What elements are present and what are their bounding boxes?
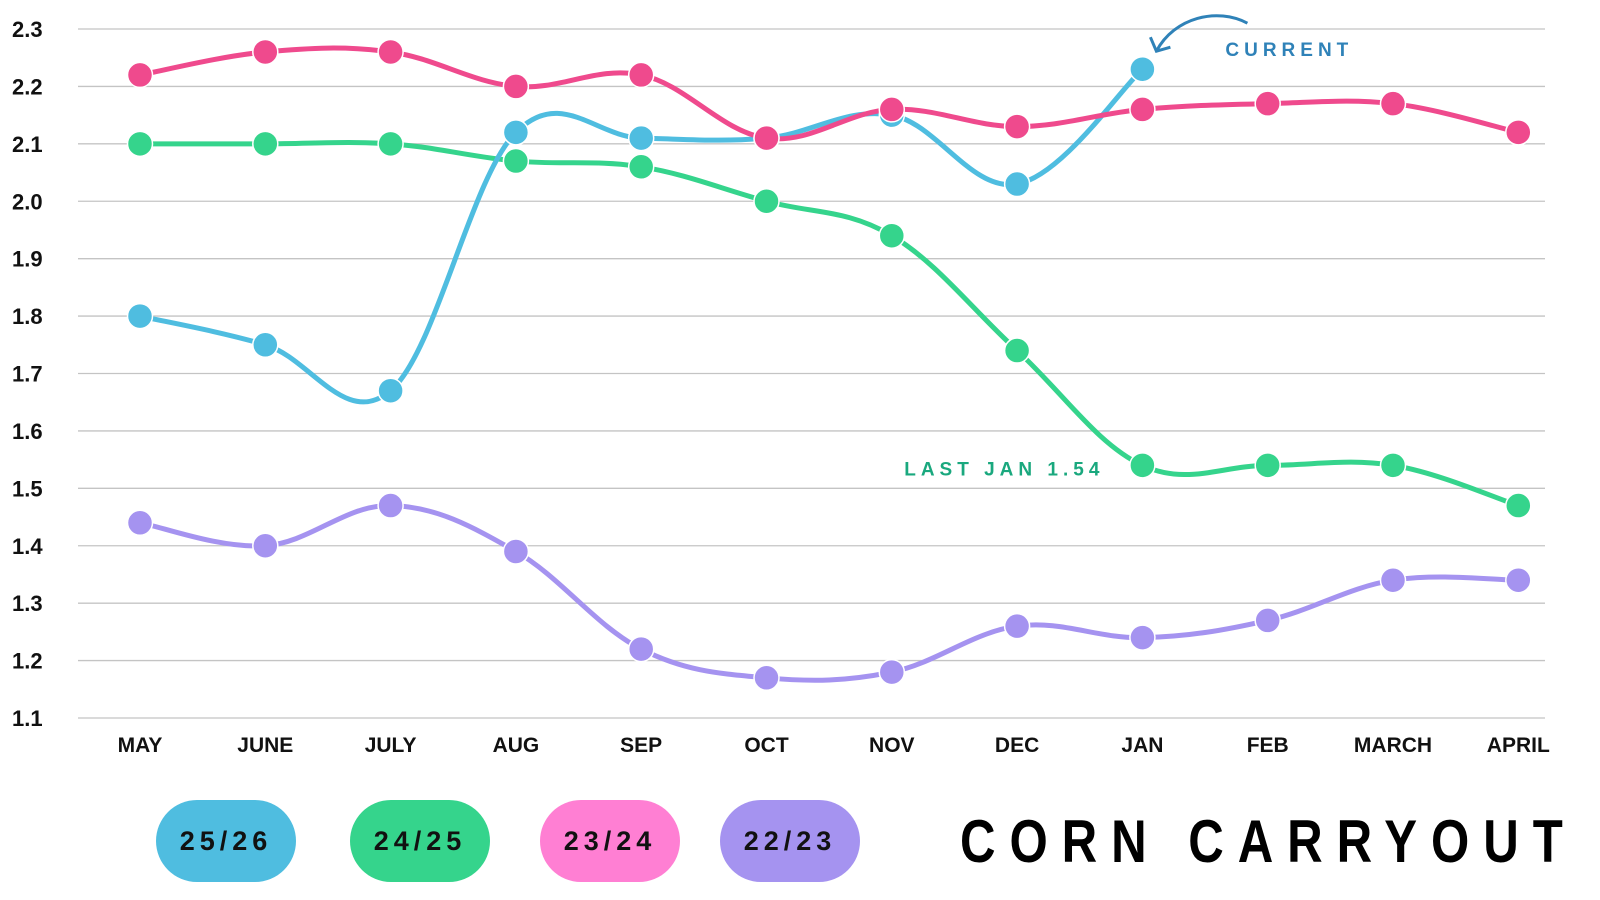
y-tick-label: 1.9 [12,247,43,272]
current-arrow-icon [1155,14,1249,52]
current-annotation: CURRENT [1225,40,1353,61]
y-axis-labels: 1.1 1.2 1.3 1.4 1.5 1.6 1.7 1.8 1.9 2.0 2.1 2.2 2.3 [12,17,43,731]
data-point-23-24 [1379,90,1407,117]
x-tick-label: OCT [744,734,789,757]
x-tick-label: FEB [1247,734,1289,757]
data-point-24-25 [1379,452,1407,479]
data-point-23-24 [627,61,655,89]
y-tick-label: 1.8 [12,304,43,329]
y-tick-label: 1.6 [12,419,43,444]
y-tick-label: 2.3 [12,17,43,42]
chart-title: CORN CARRYOUT [960,808,1577,875]
legend-item-24-25: 24/25 [350,800,490,882]
data-point-22-23 [878,658,906,686]
data-point-24-25 [252,130,279,158]
x-tick-label: NOV [869,734,915,757]
x-tick-label: JUNE [237,734,293,757]
x-tick-label: JAN [1121,734,1163,757]
data-point-23-24 [1129,96,1156,123]
data-point-22-23 [502,538,530,565]
x-axis-labels: MAY JUNE JULY AUG SEP OCT NOV DEC JAN FEB MARCH APR… [118,734,1550,757]
x-tick-label: DEC [995,734,1039,757]
data-point-24-25 [377,130,404,158]
last-jan-annotation: LAST JAN 1.54 [904,459,1104,480]
data-point-25-26 [252,331,279,359]
data-point-22-23 [126,509,154,537]
annotations: CURRENT LAST JAN 1.54 [904,14,1353,480]
data-point-23-24 [502,73,530,100]
x-tick-label: MARCH [1354,734,1432,757]
data-point-25-26 [126,302,154,330]
data-point-22-23 [1379,566,1407,594]
x-tick-label: JULY [365,734,417,757]
data-point-24-25 [1505,492,1532,519]
series-points [126,38,1532,692]
y-tick-label: 1.7 [12,362,43,387]
legend-item-22-23: 22/23 [720,800,860,882]
current-arrowhead-icon [1149,36,1171,53]
x-tick-label: APRIL [1487,734,1550,757]
data-point-23-24 [1003,113,1031,140]
series-lines [137,45,1521,683]
data-point-22-23 [1505,566,1532,594]
data-point-23-24 [1254,90,1281,117]
y-tick-label: 2.1 [12,132,43,157]
series-line-22-23 [137,503,1521,683]
series-line-24-25 [137,139,1521,509]
data-point-24-25 [502,147,530,175]
legend-item-25-26: 25/26 [156,800,296,882]
data-point-22-23 [252,532,279,559]
data-point-23-24 [252,38,279,66]
y-tick-label: 2.2 [12,74,43,99]
y-tick-label: 1.2 [12,649,43,674]
data-point-24-25 [1003,337,1031,364]
y-tick-label: 1.3 [12,591,43,616]
data-point-24-25 [1129,452,1156,479]
data-point-25-26 [1003,170,1031,198]
x-tick-label: MAY [118,734,163,757]
data-point-23-24 [753,124,780,152]
data-point-22-23 [753,664,780,692]
data-point-22-23 [1003,612,1031,640]
data-point-23-24 [126,61,154,89]
data-point-25-26 [627,124,655,152]
data-point-23-24 [878,96,906,123]
y-tick-label: 1.1 [12,706,43,731]
data-point-24-25 [878,222,906,249]
data-point-23-24 [1505,119,1532,146]
data-point-24-25 [1254,452,1281,479]
data-point-24-25 [126,130,154,158]
series-line-25-26 [137,66,1145,405]
data-point-24-25 [627,153,655,181]
data-point-24-25 [753,188,780,215]
data-point-25-26 [502,119,530,146]
y-tick-label: 1.5 [12,476,43,501]
legend-item-23-24: 23/24 [540,800,680,882]
data-point-23-24 [377,38,404,66]
x-tick-label: AUG [493,734,540,757]
data-point-22-23 [377,492,404,519]
series-line-23-24 [137,45,1521,142]
x-tick-label: SEP [620,734,662,757]
data-point-22-23 [627,635,655,663]
y-tick-label: 2.0 [12,189,43,214]
data-point-25-26 [377,377,404,404]
data-point-22-23 [1254,607,1281,634]
y-tick-label: 1.4 [12,534,43,559]
data-point-25-26 [1129,55,1156,83]
data-point-22-23 [1129,624,1156,651]
